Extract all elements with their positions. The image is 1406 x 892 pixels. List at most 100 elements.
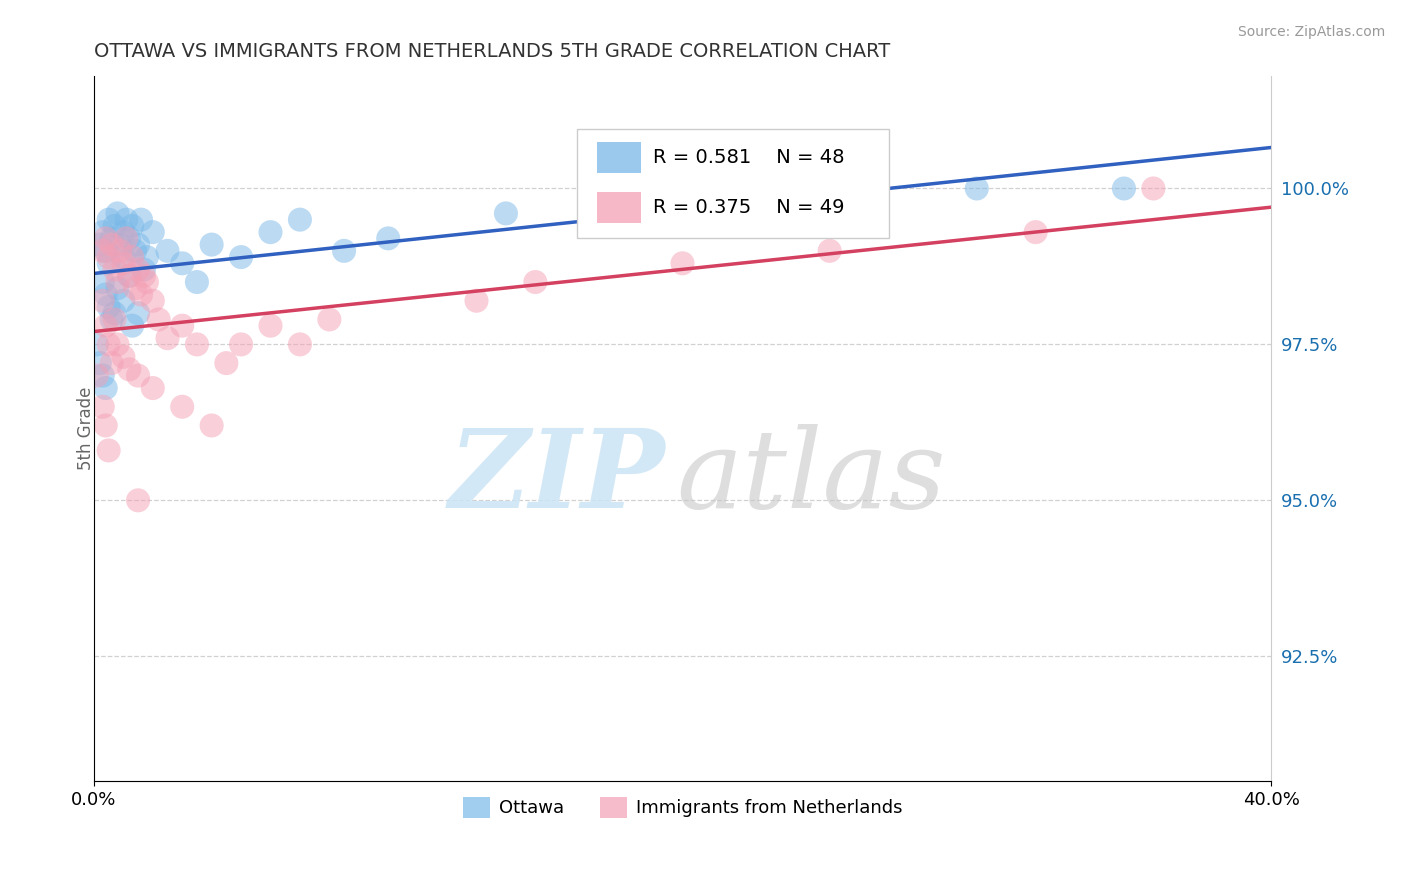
Point (288, 337, 311, 351)
Point (465, 293, 488, 308)
Point (94, 287, 117, 301)
Point (94, 318, 117, 333)
Point (1025, 225, 1047, 239)
Text: R = 0.581    N = 48: R = 0.581 N = 48 (652, 148, 845, 168)
Point (103, 306, 125, 320)
Point (142, 293, 165, 308)
FancyBboxPatch shape (596, 192, 641, 222)
Point (1142, 181, 1164, 195)
Point (86, 337, 108, 351)
Point (495, 206, 517, 220)
Point (91, 400, 114, 414)
Point (124, 244, 146, 258)
Point (121, 318, 143, 333)
Point (229, 337, 252, 351)
Point (103, 312, 125, 326)
Point (94, 244, 117, 258)
Point (172, 400, 194, 414)
Point (112, 350, 135, 364)
Point (110, 244, 132, 258)
Point (121, 250, 143, 264)
Point (333, 244, 356, 258)
Point (94, 231, 117, 245)
Point (100, 312, 122, 326)
Point (107, 275, 129, 289)
Point (966, 181, 988, 195)
Point (671, 256, 693, 270)
Point (229, 250, 252, 264)
Point (127, 493, 149, 508)
Text: R = 0.375    N = 49: R = 0.375 N = 49 (652, 197, 845, 217)
Point (91, 275, 114, 289)
Point (115, 212, 138, 227)
Point (97, 443, 120, 458)
Point (103, 219, 125, 233)
Point (112, 250, 135, 264)
Point (91, 293, 114, 308)
Point (156, 244, 179, 258)
Text: atlas: atlas (676, 425, 946, 532)
Point (129, 212, 152, 227)
Point (135, 250, 157, 264)
Point (818, 187, 841, 202)
Point (97, 337, 120, 351)
Point (135, 275, 157, 289)
Point (97, 212, 120, 227)
Point (91, 225, 114, 239)
Point (89, 356, 111, 370)
Point (583, 194, 606, 208)
Point (142, 225, 165, 239)
Point (1112, 181, 1135, 195)
Point (186, 275, 208, 289)
Point (132, 268, 155, 283)
Point (127, 306, 149, 320)
Point (97, 256, 120, 270)
Point (259, 318, 281, 333)
Point (172, 318, 194, 333)
Point (118, 268, 141, 283)
Text: ZIP: ZIP (449, 425, 665, 532)
FancyBboxPatch shape (596, 143, 641, 173)
Point (156, 331, 179, 345)
Point (201, 418, 224, 433)
Point (94, 381, 117, 395)
Point (110, 237, 132, 252)
Point (107, 206, 129, 220)
Point (127, 237, 149, 252)
Point (201, 237, 224, 252)
Point (172, 256, 194, 270)
Point (86, 368, 108, 383)
Point (118, 362, 141, 376)
Point (142, 381, 165, 395)
Point (91, 368, 114, 383)
Point (127, 368, 149, 383)
Point (127, 262, 149, 277)
Point (97, 300, 120, 314)
Point (100, 231, 122, 245)
Point (112, 293, 135, 308)
Point (94, 418, 117, 433)
Point (524, 275, 547, 289)
Y-axis label: 5th Grade: 5th Grade (76, 387, 94, 470)
Point (121, 219, 143, 233)
Point (186, 337, 208, 351)
Point (318, 312, 340, 326)
Point (288, 212, 311, 227)
Point (129, 287, 152, 301)
Point (107, 337, 129, 351)
Point (148, 312, 170, 326)
Text: OTTAWA VS IMMIGRANTS FROM NETHERLANDS 5TH GRADE CORRELATION CHART: OTTAWA VS IMMIGRANTS FROM NETHERLANDS 5T… (94, 42, 890, 61)
Point (112, 256, 135, 270)
Point (377, 231, 399, 245)
Point (100, 237, 122, 252)
Point (115, 231, 138, 245)
Point (103, 262, 125, 277)
Point (259, 225, 281, 239)
Point (100, 356, 122, 370)
Point (112, 225, 135, 239)
Point (97, 250, 120, 264)
Point (107, 281, 129, 295)
Text: Source: ZipAtlas.com: Source: ZipAtlas.com (1237, 25, 1385, 39)
Legend: Ottawa, Immigrants from Netherlands: Ottawa, Immigrants from Netherlands (456, 789, 910, 825)
Point (124, 281, 146, 295)
